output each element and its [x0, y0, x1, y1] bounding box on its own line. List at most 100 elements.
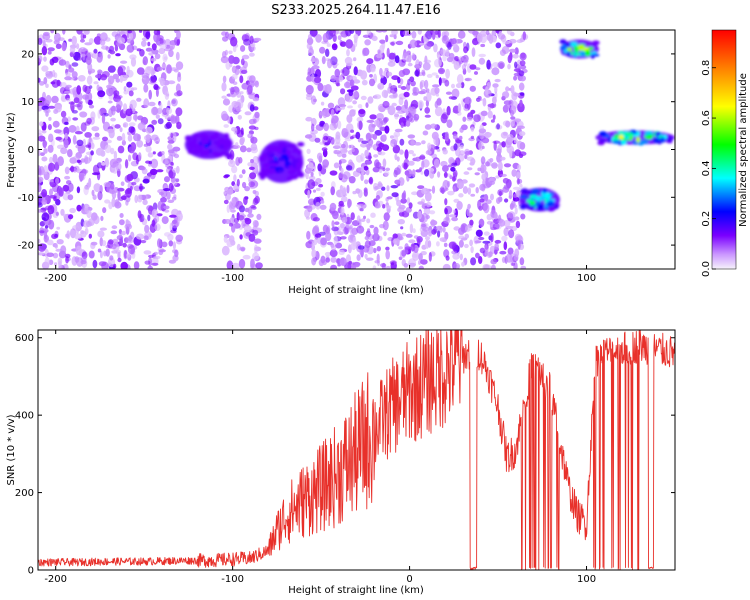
spectrogram-noise-speck [47, 47, 55, 52]
spectrogram-noise-speck [442, 54, 447, 62]
y-tick-label: -10 [18, 193, 34, 204]
spectrogram-noise-speck [50, 81, 56, 85]
spectrogram-noise-speck [515, 235, 524, 245]
spectrogram-noise-speck [109, 255, 114, 261]
spectrogram-noise-speck [79, 47, 87, 52]
spectrogram-noise-speck [507, 104, 511, 109]
spectrogram-noise-speck [114, 124, 121, 129]
spectrogram-noise-speck [451, 176, 456, 182]
spectrogram-noise-speck [175, 61, 184, 70]
spectrogram-noise-speck [469, 64, 477, 70]
spectrogram-noise-speck [254, 80, 259, 88]
spectrogram-noise-speck [315, 178, 322, 184]
spectrogram-noise-speck [484, 244, 488, 254]
spectrogram-noise-speck [233, 174, 237, 182]
spectrogram-noise-speck [491, 162, 498, 169]
spectrogram-noise-speck [117, 187, 125, 192]
spectrogram-noise-speck [38, 238, 41, 244]
spectrogram-noise-speck [369, 224, 375, 229]
spectrogram-noise-speck [241, 69, 248, 74]
spectrogram-noise-speck [389, 34, 395, 38]
spectrogram-noise-speck [88, 177, 92, 188]
spectrogram-noise-speck [38, 252, 45, 256]
spectrogram-noise-speck [357, 189, 363, 199]
spectrogram-noise-speck [364, 179, 369, 185]
spectrogram-noise-speck [503, 227, 510, 237]
spectrogram-noise-speck [309, 67, 315, 76]
spectrogram-noise-speck [60, 245, 67, 255]
spectrogram-noise-speck [408, 150, 414, 155]
spectrogram-noise-speck [452, 209, 456, 214]
spectrogram-noise-speck [416, 236, 423, 243]
spectrogram-noise-speck [442, 165, 449, 172]
spectrogram-noise-speck [462, 116, 467, 122]
spectrogram-noise-speck [250, 135, 255, 144]
spectrogram-noise-speck [162, 158, 171, 166]
spectrogram-noise-speck [241, 54, 250, 60]
spectrogram-noise-speck [407, 62, 413, 67]
spectrogram-noise-speck [424, 124, 432, 130]
spectrogram-noise-speck [52, 153, 58, 164]
spectrogram-noise-speck [364, 159, 373, 165]
spectrogram-noise-speck [346, 49, 350, 57]
spectrogram-noise-speck [120, 60, 128, 64]
spectrogram-noise-speck [244, 207, 250, 213]
spectrogram-noise-speck [247, 213, 254, 218]
x-tick-label: 0 [406, 273, 412, 284]
spectrogram-noise-speck [90, 150, 94, 156]
spectrogram-noise-speck [396, 156, 400, 162]
spectrogram-noise-speck [377, 183, 383, 188]
spectrogram-noise-speck [403, 263, 409, 268]
spectrogram-noise-speck [71, 35, 78, 46]
spectrogram-noise-speck [478, 57, 486, 65]
spectrogram-noise-speck [58, 187, 64, 197]
blob-cell [277, 169, 284, 173]
spectrogram-noise-speck [307, 67, 311, 76]
blob-cell [546, 201, 555, 207]
spectrogram-noise-speck [167, 139, 175, 144]
spectrogram-noise-speck [324, 84, 332, 94]
blob-cell [277, 157, 285, 162]
spectrogram-noise-speck [402, 52, 410, 62]
spectrogram-noise-speck [93, 81, 99, 85]
spectrogram-noise-speck [412, 91, 419, 96]
spectrogram-noise-speck [385, 34, 389, 43]
spectrogram-noise-speck [46, 252, 55, 258]
blob-cell [291, 158, 299, 164]
blob-cell [579, 51, 586, 57]
spectrogram-noise-speck [413, 113, 420, 121]
spectrogram-noise-speck [458, 135, 463, 141]
spectrogram-noise-speck [398, 84, 402, 89]
spectrogram-noise-speck [320, 200, 325, 204]
spectrogram-noise-speck [322, 32, 329, 43]
spectrogram-noise-speck [445, 49, 450, 58]
spectrogram-noise-speck [319, 111, 326, 116]
spectrogram-noise-speck [522, 31, 527, 41]
spectrogram-noise-speck [451, 88, 460, 99]
spectrogram-noise-speck [512, 54, 519, 59]
spectrogram-noise-speck [143, 84, 149, 93]
spectrogram-noise-speck [409, 76, 415, 82]
spectrogram-noise-speck [450, 38, 457, 45]
spectrogram-noise-speck [357, 104, 363, 109]
spectrogram-noise-speck [421, 140, 426, 145]
spectrogram-noise-speck [453, 143, 458, 151]
spectrogram-noise-speck [250, 143, 258, 151]
spectrogram-noise-speck [109, 50, 116, 55]
spectrogram-noise-speck [154, 214, 160, 223]
spectrogram-noise-speck [238, 157, 243, 164]
spectrogram-noise-speck [136, 140, 144, 148]
spectrogram-noise-speck [379, 44, 385, 54]
spectrogram-noise-speck [478, 218, 485, 228]
spectrogram-noise-speck [470, 193, 476, 197]
spectrogram-noise-speck [164, 176, 170, 183]
spectrogram-noise-speck [401, 192, 406, 201]
spectrogram-noise-speck [464, 148, 470, 157]
spectrogram-noise-speck [48, 162, 56, 172]
spectrogram-noise-speck [488, 132, 492, 137]
spectrogram-noise-speck [494, 212, 498, 220]
spectrogram-noise-speck [506, 30, 512, 35]
spectrogram-noise-speck [108, 239, 114, 245]
colorbar-tick-label: 0.4 [701, 160, 712, 176]
spectrogram-noise-speck [452, 185, 457, 193]
